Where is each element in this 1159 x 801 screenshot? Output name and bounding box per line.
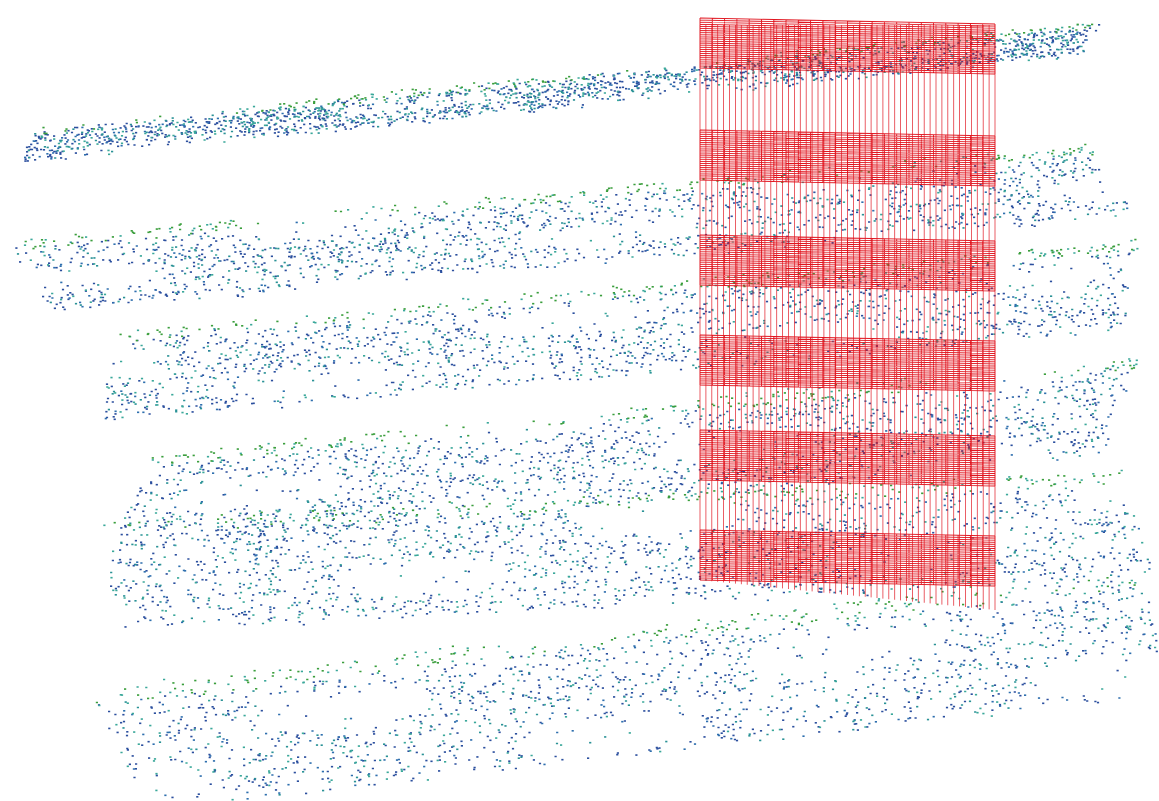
point-layer [24,30,1088,160]
grid-plane [699,529,996,587]
grid-plane [699,17,996,75]
point-layer [113,472,1121,529]
red-grid-volume [699,17,996,610]
point-cloud [15,23,1158,801]
grid-plane [699,129,996,187]
grid-plane [699,429,996,487]
vertical-lines [699,25,996,610]
grid-plane [699,234,996,292]
point-layer [104,262,1129,420]
grid-plane [699,334,996,392]
point-layer [123,591,1157,800]
